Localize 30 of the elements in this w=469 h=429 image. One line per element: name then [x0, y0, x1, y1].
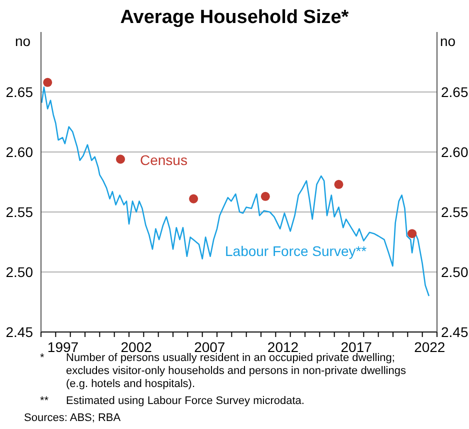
y2-tick-label: 2.50 [441, 264, 468, 280]
text: * [40, 352, 44, 364]
y-tick-label: 2.55 [6, 204, 34, 220]
y2-tick-label: 2.55 [441, 204, 468, 220]
x-tick-label: 2022 [414, 339, 446, 355]
y2-tick-label: 2.65 [441, 84, 468, 100]
y2-tick-label: 2.60 [441, 144, 468, 160]
point [334, 180, 344, 189]
y2-tick-label: 2.45 [441, 324, 468, 340]
x-tick-label: 2002 [120, 339, 152, 355]
y2-axis-title: no [440, 33, 456, 49]
y-tick-label: 2.50 [6, 264, 34, 280]
y-tick-label: 2.45 [6, 324, 34, 340]
chart-title: Average Household Size* [119, 7, 350, 29]
y-axis-title: no [15, 33, 31, 49]
point [189, 194, 198, 204]
source-note: Sources: ABS; RBA [24, 412, 122, 425]
x-tick-label: 2017 [340, 339, 372, 355]
point [116, 154, 126, 164]
text: Estimated using Labour Force Survey microdata. [66, 395, 306, 408]
y-tick-label: 2.60 [6, 144, 34, 160]
text: ** [40, 395, 50, 408]
x-tick-label: 2012 [267, 339, 299, 355]
series-label: Labour Force Survey** [225, 243, 367, 259]
point [43, 78, 52, 87]
series-label: Census [140, 152, 188, 168]
point [260, 192, 270, 201]
y-tick-label: 2.65 [6, 84, 34, 100]
text: Number of persons usually resident in an occupied private dwelling; excludes visitor-only households and persons in non-private dwellings (e.g. hotels and hospitals). [66, 352, 407, 391]
point [408, 229, 417, 238]
